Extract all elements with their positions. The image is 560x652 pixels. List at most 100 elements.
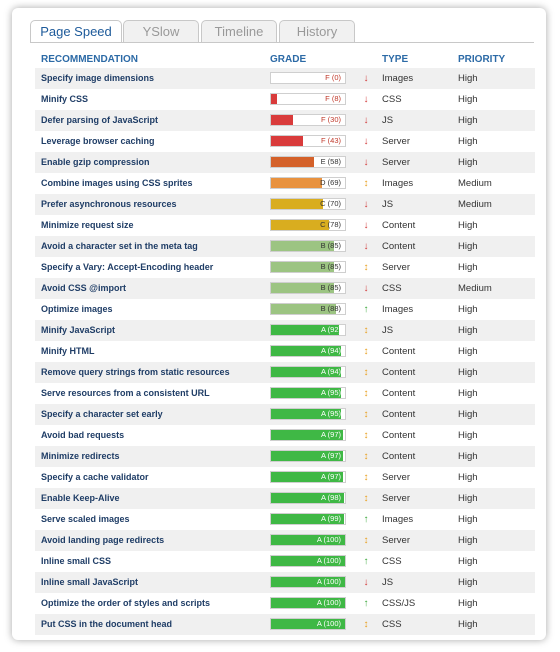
arrow-down-icon: ↓ [363, 73, 369, 84]
priority-label: Medium [458, 199, 492, 210]
table-row[interactable]: Minify HTML A (94) ↕ Content High [35, 341, 535, 362]
type-label: Content [382, 367, 416, 378]
grade-bar: A (94) [270, 345, 346, 357]
type-label: CSS/JS [382, 598, 416, 609]
grade-label: A (100) [316, 619, 341, 628]
type-label: Images [382, 514, 414, 525]
tab-yslow[interactable]: YSlow [123, 20, 199, 42]
table-row[interactable]: Remove query strings from static resourc… [35, 362, 535, 383]
table-row[interactable]: Avoid landing page redirects A (100) ↕ Serv… [35, 530, 535, 551]
priority-label: High [458, 556, 478, 567]
recommendation-label[interactable]: Prefer asynchronous resources [41, 199, 177, 209]
recommendation-label[interactable]: Defer parsing of JavaScript [41, 115, 159, 125]
table-row[interactable]: Specify a character set early A (95) ↕ Cont… [35, 404, 535, 425]
header-priority: PRIORITY [458, 54, 506, 65]
recommendation-label[interactable]: Minify HTML [41, 346, 95, 356]
recommendation-label[interactable]: Combine images using CSS sprites [41, 178, 193, 188]
recommendation-label[interactable]: Avoid bad requests [41, 430, 125, 440]
recommendation-label[interactable]: Avoid CSS @import [41, 283, 126, 293]
table-row[interactable]: Serve resources from a consistent URL A (… [35, 383, 535, 404]
grade-bar-fill [271, 451, 343, 461]
recommendation-label[interactable]: Optimize images [41, 304, 113, 314]
recommendation-label[interactable]: Specify a Vary: Accept-Encoding header [41, 262, 214, 272]
grade-bar: C (70) [270, 198, 346, 210]
recommendation-label[interactable]: Inline small JavaScript [41, 577, 139, 587]
grade-label: C (70) [320, 199, 341, 208]
table-row[interactable]: Defer parsing of JavaScript F (30) ↓ JS High [35, 110, 535, 131]
recommendation-label[interactable]: Remove query strings from static resourc… [41, 367, 230, 377]
grade-bar: F (0) [270, 72, 346, 84]
arrow-down-icon: ↓ [363, 115, 369, 126]
arrow-up-icon: ↑ [363, 304, 369, 315]
table-row[interactable]: Enable Keep-Alive A (98) ↕ Server High [35, 488, 535, 509]
recommendation-label[interactable]: Specify image dimensions [41, 73, 155, 83]
tab-page-speed[interactable]: Page Speed [30, 20, 122, 43]
table-row[interactable]: Specify image dimensions F (0) ↓ Images High [35, 68, 535, 89]
table-row[interactable]: Serve scaled images A (99) ↑ Images High [35, 509, 535, 530]
tab-history[interactable]: History [279, 20, 355, 42]
priority-label: High [458, 346, 478, 357]
table-row[interactable]: Leverage browser caching F (43) ↓ Server Hig… [35, 131, 535, 152]
recommendation-label[interactable]: Avoid landing page redirects [41, 535, 165, 545]
grade-label: A (92) [320, 325, 341, 334]
grade-label: B (85) [320, 262, 341, 271]
grade-bar: A (100) [270, 534, 346, 546]
grade-bar-fill [271, 493, 344, 503]
type-label: CSS [382, 94, 402, 105]
recommendation-label[interactable]: Serve scaled images [41, 514, 130, 524]
table-row[interactable]: Prefer asynchronous resources C (70) ↓ JS Me… [35, 194, 535, 215]
recommendation-label[interactable]: Specify a cache validator [41, 472, 149, 482]
recommendation-label[interactable]: Serve resources from a consistent URL [41, 388, 210, 398]
recommendation-label[interactable]: Put CSS in the document head [41, 619, 173, 629]
table-row[interactable]: Specify a Vary: Accept-Encoding header B … [35, 257, 535, 278]
recommendation-label[interactable]: Enable Keep-Alive [41, 493, 120, 503]
recommendation-label[interactable]: Leverage browser caching [41, 136, 155, 146]
grade-bar: C (78) [270, 219, 346, 231]
grade-bar: B (85) [270, 261, 346, 273]
priority-label: High [458, 577, 478, 588]
table-row[interactable]: Minimize redirects A (97) ↕ Content High [35, 446, 535, 467]
table-row[interactable]: Minimize request size C (78) ↓ Content High [35, 215, 535, 236]
arrow-down-icon: ↓ [363, 241, 369, 252]
grade-bar: F (43) [270, 135, 346, 147]
recommendation-label[interactable]: Minify CSS [41, 94, 89, 104]
recommendation-label[interactable]: Minimize request size [41, 220, 134, 230]
grade-label: A (95) [320, 388, 341, 397]
grade-bar-fill [271, 346, 341, 356]
recommendation-label[interactable]: Minimize redirects [41, 451, 120, 461]
table-row[interactable]: Optimize images B (88) ↑ Images High [35, 299, 535, 320]
recommendation-label[interactable]: Avoid a character set in the meta tag [41, 241, 198, 251]
table-row[interactable]: Optimize the order of styles and scripts… [35, 593, 535, 614]
table-row[interactable]: Inline small CSS A (100) ↑ CSS High [35, 551, 535, 572]
grade-bar: A (100) [270, 618, 346, 630]
arrow-up-down-icon: ↕ [363, 535, 369, 546]
arrow-down-icon: ↓ [363, 283, 369, 294]
grade-label: B (85) [320, 283, 341, 292]
grade-label: D (69) [320, 178, 341, 187]
type-label: Images [382, 73, 414, 84]
arrow-down-icon: ↓ [363, 136, 369, 147]
recommendation-label[interactable]: Specify a character set early [41, 409, 163, 419]
table-row[interactable]: Enable gzip compression E (58) ↓ Server High [35, 152, 535, 173]
table-row[interactable]: Avoid CSS @import B (85) ↓ CSS Medium [35, 278, 535, 299]
table-row[interactable]: Minify JavaScript A (92) ↕ JS High [35, 320, 535, 341]
priority-label: High [458, 598, 478, 609]
recommendation-label[interactable]: Optimize the order of styles and scripts [41, 598, 211, 608]
table-row[interactable]: Inline small JavaScript A (100) ↓ JS High [35, 572, 535, 593]
table-row[interactable]: Put CSS in the document head A (100) ↕ CSS H… [35, 614, 535, 635]
type-label: JS [382, 115, 394, 126]
recommendation-label[interactable]: Minify JavaScript [41, 325, 116, 335]
table-row[interactable]: Specify a cache validator A (97) ↕ Server Hi… [35, 467, 535, 488]
grade-label: A (97) [320, 472, 341, 481]
grade-bar: A (97) [270, 471, 346, 483]
priority-label: High [458, 241, 478, 252]
table-row[interactable]: Avoid bad requests A (97) ↕ Content High [35, 425, 535, 446]
recommendation-label[interactable]: Inline small CSS [41, 556, 112, 566]
table-row[interactable]: Avoid a character set in the meta tag B (… [35, 236, 535, 257]
tab-timeline[interactable]: Timeline [201, 20, 277, 42]
report-panel: Page Speed YSlow Timeline History RECOMM… [12, 8, 546, 640]
table-row[interactable]: Minify CSS F (8) ↓ CSS High [35, 89, 535, 110]
recommendation-label[interactable]: Enable gzip compression [41, 157, 150, 167]
grade-bar-fill [271, 409, 342, 419]
table-row[interactable]: Combine images using CSS sprites D (69) ↕ I… [35, 173, 535, 194]
